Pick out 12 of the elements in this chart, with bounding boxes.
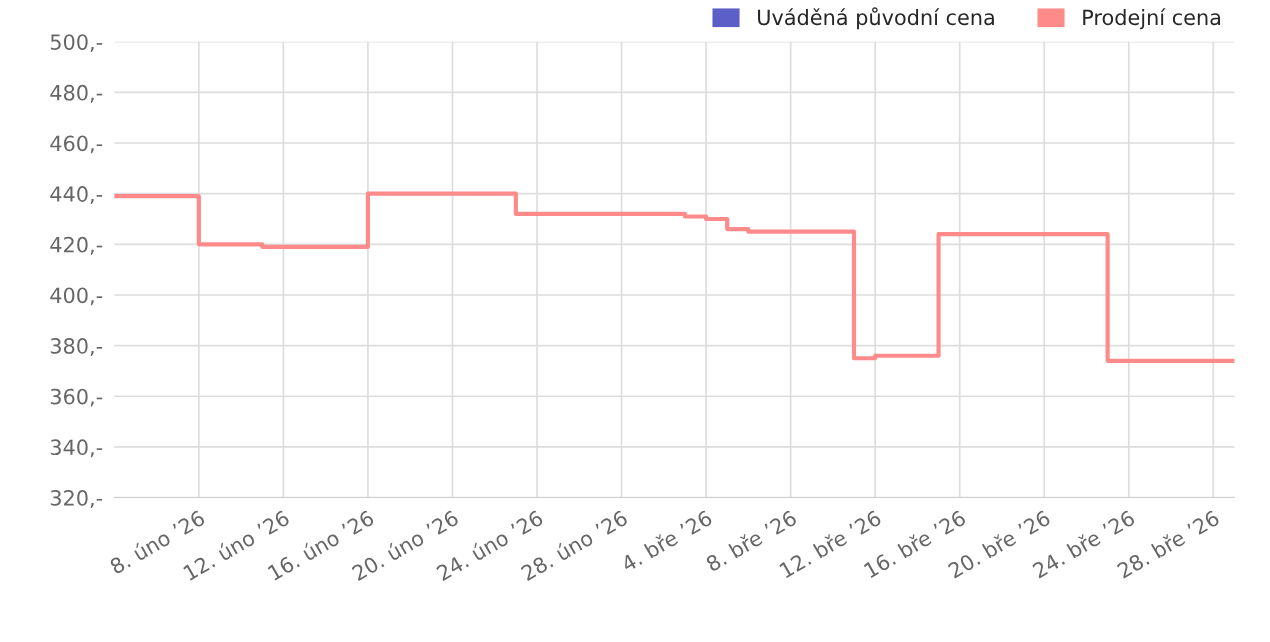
- y-tick-label: 420,-: [50, 236, 103, 255]
- y-tick-label: 340,-: [50, 439, 103, 458]
- y-tick-label: 480,-: [50, 84, 103, 103]
- y-tick-label: 380,-: [50, 338, 103, 356]
- y-tick-label: 360,-: [50, 388, 103, 407]
- y-tick-label: 460,-: [50, 135, 103, 154]
- y-tick-label: 440,-: [50, 186, 103, 205]
- y-tick-label: 400,-: [50, 287, 103, 306]
- legend-label: Prodejní cena: [1083, 8, 1221, 30]
- y-tick-label: 500,-: [50, 34, 103, 53]
- y-tick-label: 320,-: [50, 490, 103, 508]
- legend-label: Uváděná původní cena: [758, 7, 994, 30]
